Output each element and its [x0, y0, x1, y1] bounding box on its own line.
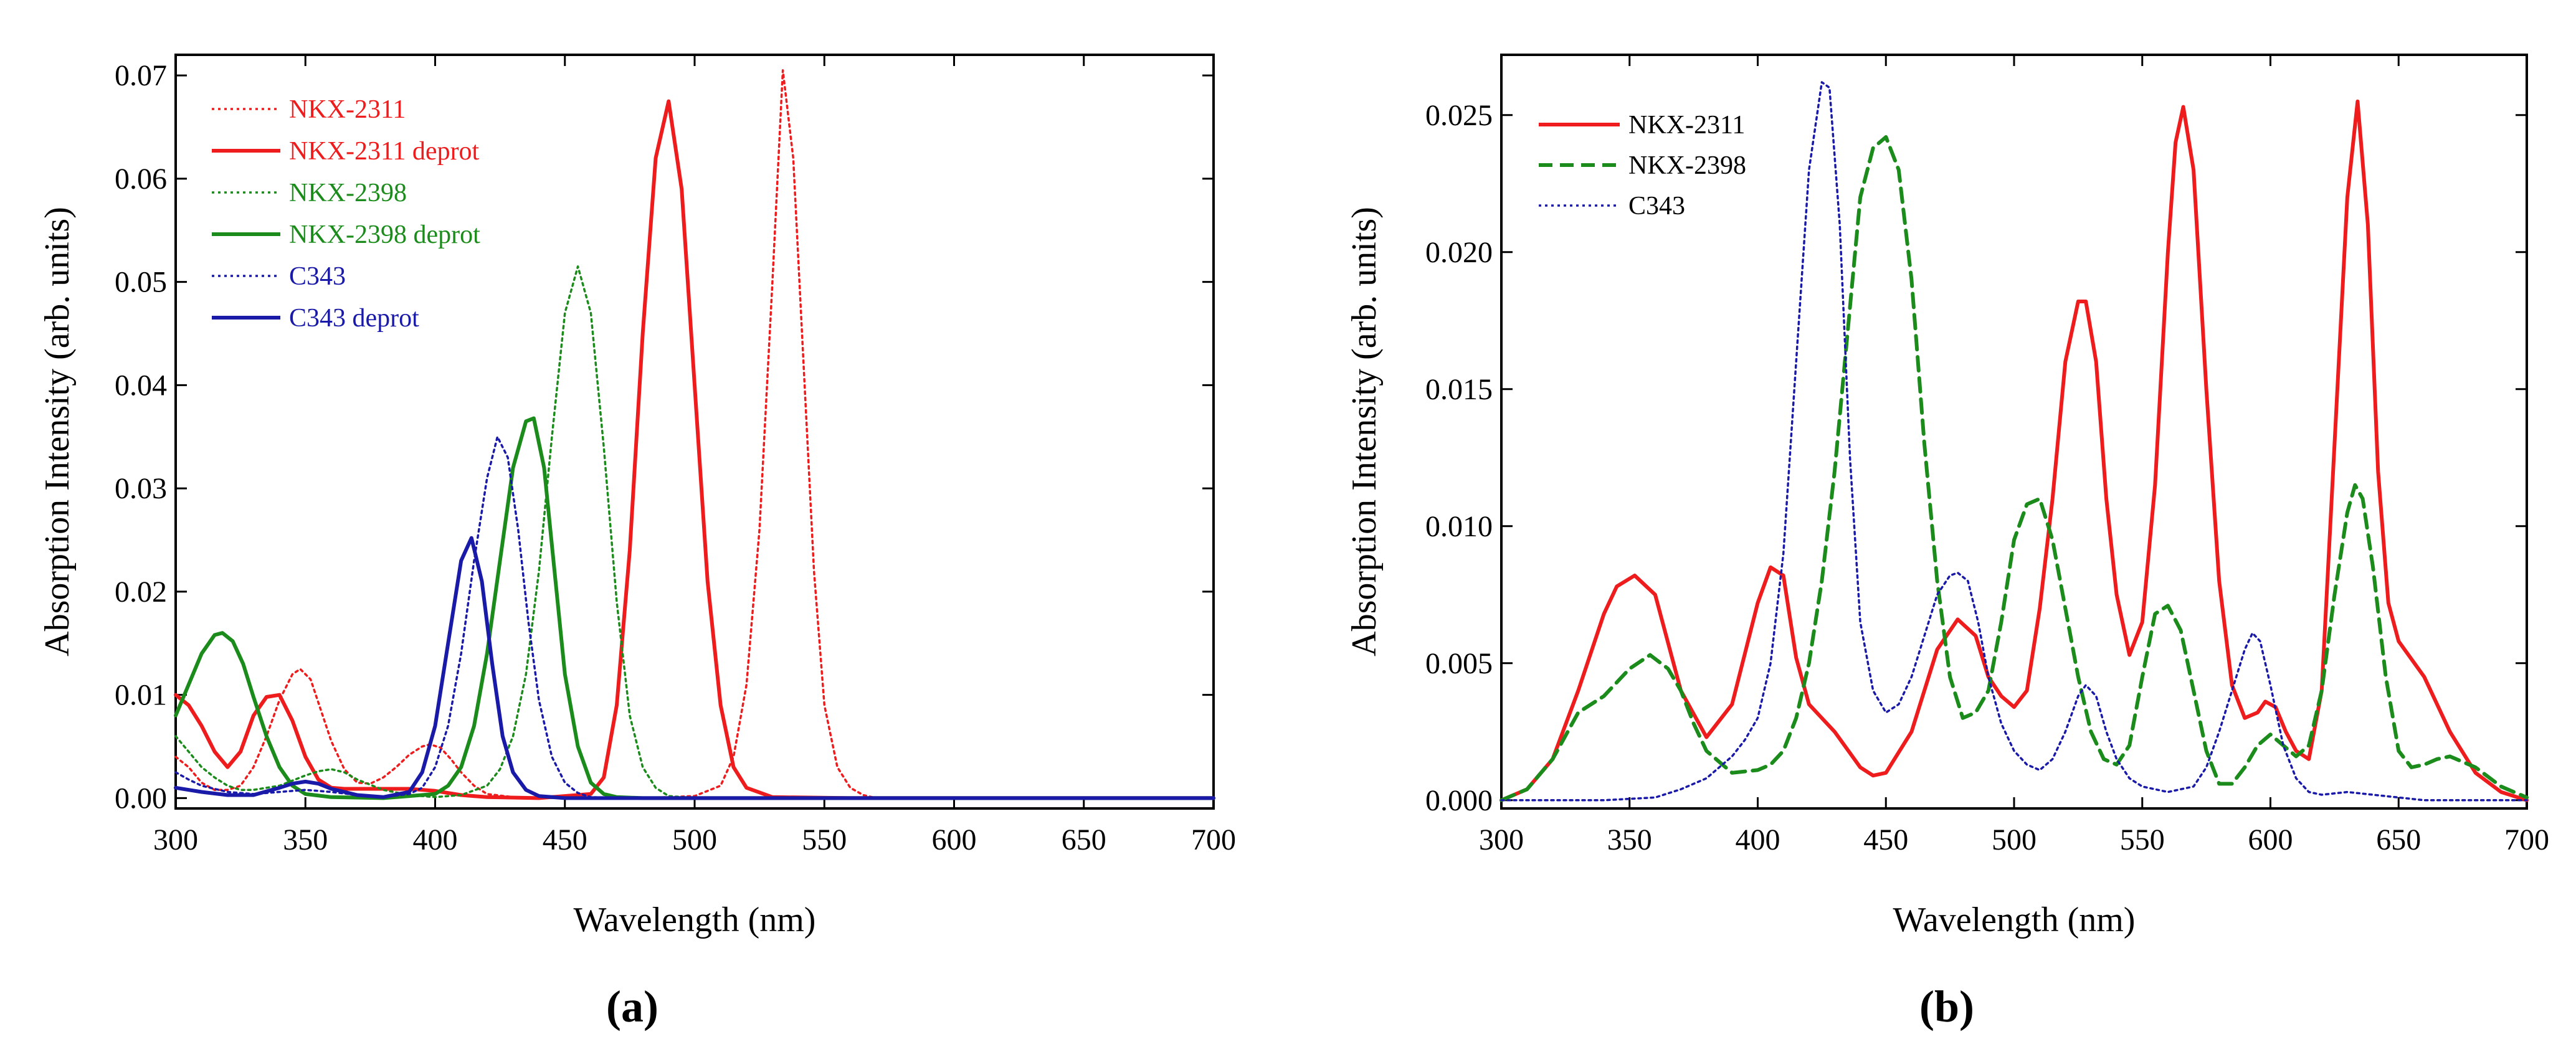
legend-label: NKX-2398 — [289, 179, 407, 207]
legend-label: NKX-2311 deprot — [289, 137, 480, 166]
series-line-c343 — [1500, 81, 2528, 802]
y-tick-label: 0.05 — [115, 266, 167, 299]
series-line-nkx-2398 — [1499, 135, 2529, 802]
x-tick-label: 650 — [2376, 823, 2421, 856]
x-tick-label: 700 — [1191, 823, 1236, 856]
legend-label: NKX-2311 — [289, 95, 406, 124]
y-tick-label: 0.02 — [115, 576, 167, 609]
legend-label: NKX-2398 deprot — [289, 220, 480, 249]
x-tick-label: 450 — [543, 823, 587, 856]
panel-a-x-axis-title: Wavelength (nm) — [574, 901, 816, 939]
panel-a-plot-frame — [174, 54, 1215, 810]
panel-b-legend: NKX-2311 NKX-2398 C343 — [1539, 111, 1746, 220]
x-tick-label: 400 — [413, 823, 458, 856]
x-tick-label: 700 — [2504, 823, 2549, 856]
series-line-c343-deprot — [174, 536, 1215, 800]
x-tick-label: 550 — [802, 823, 847, 856]
y-tick-label: 0.07 — [115, 59, 167, 92]
panel-a-label: (a) — [606, 982, 658, 1031]
y-tick-label: 0.010 — [1425, 510, 1493, 543]
series-line-nkx-2398 — [174, 265, 1215, 800]
y-tick-label: 0.005 — [1425, 647, 1493, 680]
panel-b-x-axis-title: Wavelength (nm) — [1893, 901, 2136, 939]
y-tick-label: 0.020 — [1425, 236, 1493, 269]
series-line-nkx-2311 — [1499, 99, 2529, 802]
x-tick-label: 350 — [283, 823, 328, 856]
panel-a-y-axis-title: Absorption Intensity (arb. units) — [38, 207, 77, 656]
panel-b-xticks: 300 350 400 450 500 550 600 650 700 — [1479, 55, 2549, 856]
y-tick-label: 0.015 — [1425, 373, 1493, 406]
series-line-nkx-2311 — [174, 69, 1215, 800]
legend-label: NKX-2311 — [1628, 111, 1745, 140]
panel-b-label: (b) — [1919, 982, 1974, 1031]
y-tick-label: 0.06 — [115, 163, 167, 196]
legend-label: NKX-2398 — [1628, 151, 1746, 180]
panel-a: 0.00 0.01 0.02 0.03 0.04 0.05 0.06 0.07 300 350 4… — [38, 54, 1236, 1031]
x-tick-label: 650 — [1062, 823, 1106, 856]
y-tick-label: 0.025 — [1425, 99, 1493, 132]
panel-a-yticks: 0.00 0.01 0.02 0.03 0.04 0.05 0.06 0.07 — [115, 59, 1214, 815]
x-tick-label: 600 — [932, 823, 977, 856]
series-line-nkx-2398-deprot — [174, 416, 1215, 800]
legend-label: C343 — [289, 262, 346, 291]
x-tick-label: 300 — [153, 823, 198, 856]
x-tick-label: 500 — [1992, 823, 2037, 856]
x-tick-label: 550 — [2120, 823, 2165, 856]
y-tick-label: 0.04 — [115, 369, 167, 402]
panel-b: 0.000 0.005 0.010 0.015 0.020 0.025 300 350 400… — [1345, 54, 2549, 1031]
y-tick-label: 0.03 — [115, 472, 167, 505]
x-tick-label: 450 — [1863, 823, 1908, 856]
legend-label: C343 — [1628, 192, 1685, 220]
y-tick-label: 0.00 — [115, 782, 167, 815]
panel-b-series — [1499, 81, 2529, 802]
panel-a-xticks: 300 350 400 450 500 550 600 650 700 — [153, 55, 1236, 856]
legend-label: C343 deprot — [289, 304, 419, 333]
x-tick-label: 500 — [672, 823, 717, 856]
x-tick-label: 600 — [2248, 823, 2293, 856]
panel-a-series — [174, 69, 1215, 800]
y-tick-label: 0.01 — [115, 679, 167, 712]
panel-a-legend: NKX-2311 NKX-2311 deprot NKX-2398 NKX-2398 … — [212, 95, 480, 333]
panel-b-y-axis-title: Absorption Intensity (arb. units) — [1345, 207, 1384, 656]
y-tick-label: 0.000 — [1425, 784, 1493, 817]
x-tick-label: 350 — [1607, 823, 1652, 856]
panel-b-yticks: 0.000 0.005 0.010 0.015 0.020 0.025 — [1425, 99, 2527, 817]
x-tick-label: 400 — [1736, 823, 1780, 856]
x-tick-label: 300 — [1479, 823, 1524, 856]
